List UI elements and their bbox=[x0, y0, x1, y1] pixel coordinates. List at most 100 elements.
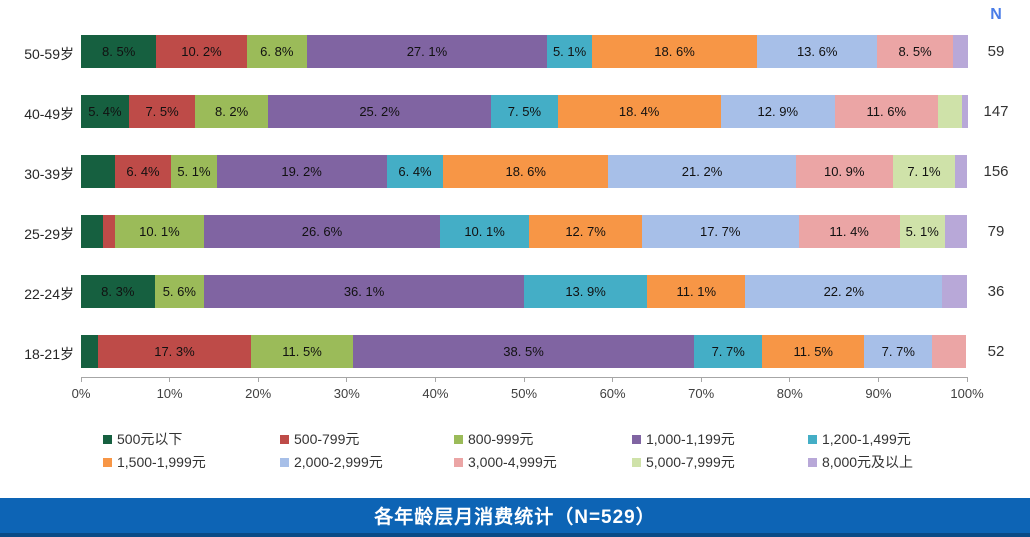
legend-item: 8,000元及以上 bbox=[808, 454, 913, 470]
legend-label: 500元以下 bbox=[117, 431, 183, 447]
bar-segment: 36. 1% bbox=[204, 275, 524, 308]
x-tick-label: 0% bbox=[71, 386, 91, 401]
y-axis-label: 18-21岁 bbox=[24, 345, 74, 362]
bar-segment: 26. 6% bbox=[204, 215, 440, 248]
legend-item: 500元以下 bbox=[103, 431, 182, 447]
x-tick-mark bbox=[700, 378, 702, 382]
x-tick-label: 40% bbox=[422, 386, 449, 401]
bar-segment: 22. 2% bbox=[745, 275, 943, 308]
bar-segment bbox=[952, 35, 968, 68]
bar-segment: 10. 1% bbox=[114, 215, 205, 248]
bar-segment bbox=[81, 215, 104, 248]
bar-segment: 18. 6% bbox=[592, 35, 757, 68]
bar-segment: 7. 5% bbox=[491, 95, 558, 128]
bar-segment: 13. 9% bbox=[523, 275, 648, 308]
bar-segment: 11. 6% bbox=[834, 95, 938, 128]
x-tick-mark bbox=[877, 378, 879, 382]
legend-swatch bbox=[454, 457, 463, 467]
legend-swatch bbox=[808, 434, 817, 444]
legend-item: 1,500-1,999元 bbox=[103, 454, 206, 470]
x-tick-label: 10% bbox=[156, 386, 183, 401]
bar-segment: 7. 7% bbox=[864, 335, 933, 368]
legend-label: 1,000-1,199元 bbox=[646, 431, 735, 447]
x-tick-mark bbox=[346, 378, 348, 382]
bar-row: 6. 4% 5. 1% 19. 2% 6. 4% 18. 6% 21. 2% 10. 9% 7… bbox=[81, 155, 969, 188]
bar-row: 5. 4% 7. 5% 8. 2% 25. 2% 7. 5% 18. 4% 12. 9% 11… bbox=[81, 95, 969, 128]
legend-label: 800-999元 bbox=[468, 431, 534, 447]
legend-item: 3,000-4,999元 bbox=[454, 454, 557, 470]
bar-segment: 8. 5% bbox=[877, 35, 953, 68]
legend-swatch bbox=[103, 457, 112, 467]
legend-label: 3,000-4,999元 bbox=[468, 454, 557, 470]
legend-label: 5,000-7,999元 bbox=[646, 454, 735, 470]
bar-segment: 10. 1% bbox=[439, 215, 530, 248]
legend-swatch bbox=[280, 434, 289, 444]
bar-segment: 5. 1% bbox=[171, 155, 217, 188]
bar-segment: 11. 5% bbox=[762, 335, 865, 368]
bar-segment: 6. 4% bbox=[386, 155, 444, 188]
x-tick-mark bbox=[257, 378, 259, 382]
legend-swatch bbox=[280, 457, 289, 467]
y-axis-label: 22-24岁 bbox=[24, 285, 74, 302]
bar-segment: 7. 5% bbox=[128, 95, 196, 128]
legend-item: 1,000-1,199元 bbox=[632, 431, 735, 447]
y-axis-label: 40-49岁 bbox=[24, 105, 74, 122]
bar-segment bbox=[937, 95, 962, 128]
bar-row: 17. 3% 11. 5% 38. 5% 7. 7% 11. 5% 7. 7% bbox=[81, 335, 969, 368]
bar-segment: 5. 6% bbox=[154, 275, 205, 308]
bar-segment: 8. 2% bbox=[195, 95, 268, 128]
legend-item: 2,000-2,999元 bbox=[280, 454, 383, 470]
bar-segment: 5. 1% bbox=[546, 35, 593, 68]
x-tick-mark bbox=[434, 378, 436, 382]
x-tick-label: 80% bbox=[776, 386, 803, 401]
legend-label: 8,000元及以上 bbox=[822, 454, 914, 470]
x-axis-line bbox=[81, 377, 968, 378]
bar-segment: 6. 8% bbox=[246, 35, 307, 68]
legend-label: 1,200-1,499元 bbox=[822, 431, 911, 447]
bar-segment: 6. 4% bbox=[114, 155, 172, 188]
x-tick-label: 20% bbox=[245, 386, 272, 401]
chart-title: 各年龄层月消费统计（N=529） bbox=[374, 507, 656, 528]
x-tick-label: 100% bbox=[950, 386, 984, 401]
legend-item: 500-799元 bbox=[280, 431, 359, 447]
x-tick-label: 50% bbox=[510, 386, 538, 401]
bar-segment: 27. 1% bbox=[306, 35, 547, 68]
legend-item: 800-999元 bbox=[454, 431, 533, 447]
x-tick-label: 70% bbox=[688, 386, 715, 401]
bar-segment: 18. 6% bbox=[443, 155, 609, 188]
bar-row: 8. 3% 5. 6% 36. 1% 13. 9% 11. 1% 22. 2% bbox=[81, 275, 969, 308]
y-axis-label: 50-59岁 bbox=[24, 45, 74, 62]
y-axis-label: 30-39岁 bbox=[24, 165, 74, 182]
bar-segment bbox=[944, 215, 967, 248]
x-tick-mark bbox=[966, 378, 968, 382]
bar-segment: 11. 4% bbox=[798, 215, 900, 248]
bar-segment: 19. 2% bbox=[216, 155, 387, 188]
n-value: 52 bbox=[987, 342, 1005, 360]
legend-item: 5,000-7,999元 bbox=[632, 454, 735, 470]
bar-segment: 5. 4% bbox=[81, 95, 129, 128]
bar-segment: 13. 6% bbox=[756, 35, 878, 68]
legend-label: 1,500-1,999元 bbox=[117, 454, 206, 470]
bar-segment: 8. 5% bbox=[81, 35, 157, 68]
legend-swatch bbox=[808, 457, 817, 467]
bar-segment: 12. 7% bbox=[529, 215, 642, 248]
bar-segment bbox=[932, 335, 967, 368]
y-axis-label: 25-29岁 bbox=[24, 225, 74, 242]
bar-segment: 25. 2% bbox=[267, 95, 492, 128]
bar-segment: 10. 9% bbox=[795, 155, 893, 188]
bar-segment: 21. 2% bbox=[608, 155, 796, 188]
legend-swatch bbox=[632, 457, 641, 467]
bar-segment: 17. 3% bbox=[97, 335, 252, 368]
n-value: 59 bbox=[987, 42, 1005, 60]
bar-segment: 8. 3% bbox=[81, 275, 155, 308]
bar-segment: 11. 1% bbox=[647, 275, 746, 308]
bar-segment: 5. 1% bbox=[899, 215, 945, 248]
bar-segment: 38. 5% bbox=[352, 335, 695, 368]
bar-segment: 7. 7% bbox=[694, 335, 763, 368]
legend-label: 500-799元 bbox=[294, 431, 360, 447]
legend-label: 2,000-2,999元 bbox=[294, 454, 383, 470]
bar-row: 10. 1% 26. 6% 10. 1% 12. 7% 17. 7% 11. 4% 5. 1… bbox=[81, 215, 969, 248]
n-value: 79 bbox=[987, 222, 1005, 240]
bar-segment: 17. 7% bbox=[641, 215, 799, 248]
x-tick-mark bbox=[789, 378, 791, 382]
